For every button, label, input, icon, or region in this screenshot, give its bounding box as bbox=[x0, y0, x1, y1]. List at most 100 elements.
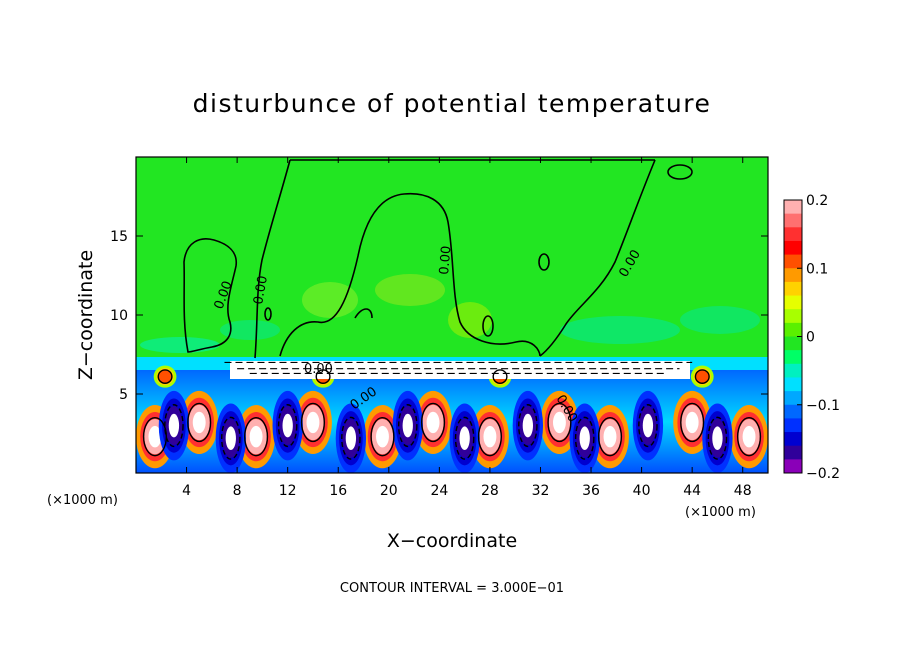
lower-contour-lines bbox=[142, 369, 762, 460]
cell-contour bbox=[477, 417, 502, 457]
colorbar-swatch bbox=[784, 350, 802, 365]
perturbation-cell bbox=[459, 426, 470, 451]
perturbation-cell bbox=[158, 370, 172, 383]
chart-title: disturbunce of potential temperature bbox=[193, 89, 712, 118]
contour-interval-note: CONTOUR INTERVAL = 3.000E−01 bbox=[340, 581, 564, 596]
cell-contour bbox=[397, 404, 418, 448]
contour-label: 0.00 bbox=[304, 362, 333, 377]
contour-ring bbox=[264, 307, 272, 321]
weak-perturbation-patch bbox=[375, 274, 445, 306]
x-tick-label: 24 bbox=[430, 483, 448, 499]
colorbar bbox=[784, 200, 802, 474]
cell-contour bbox=[315, 369, 331, 384]
colorbar-swatch bbox=[784, 377, 802, 392]
zero-contour bbox=[183, 238, 238, 353]
x-axis-label: X−coordinate bbox=[387, 530, 517, 552]
colorbar-swatch bbox=[784, 363, 802, 378]
cell-contour bbox=[420, 402, 446, 443]
perturbation-cell bbox=[712, 426, 723, 451]
x-tick-label: 36 bbox=[582, 483, 600, 499]
x-tick-label: 12 bbox=[279, 483, 297, 499]
cell-contour bbox=[244, 417, 269, 457]
colorbar-swatch bbox=[784, 418, 802, 433]
y-ticks: 5 10 15 bbox=[110, 229, 768, 403]
contour-lines bbox=[183, 159, 693, 359]
perturbation-cell bbox=[376, 425, 389, 448]
perturbation-cell bbox=[552, 411, 566, 434]
perturbation-cell bbox=[192, 411, 206, 434]
zero-contour bbox=[254, 159, 291, 359]
colorbar-swatch bbox=[784, 254, 802, 269]
cell-contour bbox=[370, 417, 395, 457]
colorbar-swatch bbox=[784, 268, 802, 283]
colorbar-swatch bbox=[784, 281, 802, 297]
contour-ring bbox=[538, 253, 550, 271]
zero-contour bbox=[279, 192, 541, 357]
colorbar-swatch bbox=[784, 404, 802, 419]
colorbar-swatch bbox=[784, 309, 802, 324]
y-axis-label: Z−coordinate bbox=[75, 250, 97, 380]
cell-contour bbox=[142, 417, 168, 457]
colorbar-swatch bbox=[784, 213, 802, 228]
cell-contour bbox=[638, 404, 658, 448]
x-tick-label: 44 bbox=[683, 483, 701, 499]
perturbation-cell bbox=[225, 426, 236, 451]
x-tick-label: 8 bbox=[233, 483, 242, 499]
cell-contour bbox=[707, 416, 728, 460]
colorbar-tick-label: 0.1 bbox=[806, 261, 828, 277]
upper-perturbations bbox=[140, 274, 760, 353]
perturbation-cell bbox=[249, 425, 263, 448]
colorbar-ticks: 0.2 0.1 0 −0.1 −0.2 bbox=[797, 193, 840, 482]
cell-contour bbox=[277, 404, 298, 448]
x-tick-label: 20 bbox=[380, 483, 398, 499]
cell-contour bbox=[680, 402, 705, 443]
x-tick-label: 40 bbox=[633, 483, 651, 499]
perturbation-cell bbox=[345, 426, 357, 451]
colorbar-tick-label: 0.2 bbox=[806, 193, 828, 209]
perturbation-cell bbox=[642, 413, 654, 438]
cell-contour bbox=[736, 417, 762, 457]
stable-layer bbox=[230, 361, 690, 379]
cell-contour bbox=[597, 417, 623, 457]
cell-contour bbox=[187, 402, 212, 443]
colorbar-swatch bbox=[784, 459, 802, 474]
weak-perturbation-patch bbox=[140, 337, 220, 353]
x-tick-label: 48 bbox=[734, 483, 752, 499]
cell-contour bbox=[492, 369, 508, 384]
colorbar-tick-label: −0.1 bbox=[806, 398, 840, 414]
perturbation-cell bbox=[402, 413, 413, 438]
x-ticks: 4 8 12 16 20 24 28 32 36 40 44 48 bbox=[182, 157, 752, 499]
perturbation-cell bbox=[695, 370, 709, 383]
cell-contour bbox=[694, 369, 710, 384]
x-tick-label: 4 bbox=[182, 483, 191, 499]
cell-contour bbox=[164, 404, 184, 448]
colorbar-swatch bbox=[784, 322, 802, 337]
cell-contour bbox=[518, 404, 538, 448]
cell-contour bbox=[300, 402, 326, 443]
colorbar-tick-label: 0 bbox=[806, 330, 815, 346]
zero-contour bbox=[354, 308, 373, 319]
colorbar-tick-label: −0.2 bbox=[806, 466, 840, 482]
perturbation-cell bbox=[603, 425, 617, 448]
x-unit-left: (×1000 m) bbox=[47, 493, 118, 508]
perturbation-cell bbox=[282, 413, 293, 438]
perturbation-cell bbox=[522, 413, 533, 438]
colorbar-swatch bbox=[784, 240, 802, 256]
x-tick-label: 32 bbox=[532, 483, 550, 499]
weak-perturbation-patch bbox=[448, 302, 492, 338]
cell-contour bbox=[341, 416, 361, 460]
contour-ring bbox=[482, 315, 494, 337]
weak-perturbation-patch bbox=[680, 306, 760, 334]
y-tick-label: 10 bbox=[110, 308, 128, 324]
colorbar-swatch bbox=[784, 391, 802, 406]
cell-contour bbox=[220, 416, 241, 460]
colorbar-swatch bbox=[784, 200, 802, 215]
perturbation-cell bbox=[483, 425, 497, 448]
perturbation-cell bbox=[579, 426, 590, 451]
perturbation-cell bbox=[306, 411, 320, 434]
y-tick-label: 15 bbox=[110, 229, 128, 245]
perturbation-cell bbox=[685, 411, 699, 434]
colorbar-swatch bbox=[784, 336, 802, 351]
cell-contour bbox=[157, 369, 173, 384]
